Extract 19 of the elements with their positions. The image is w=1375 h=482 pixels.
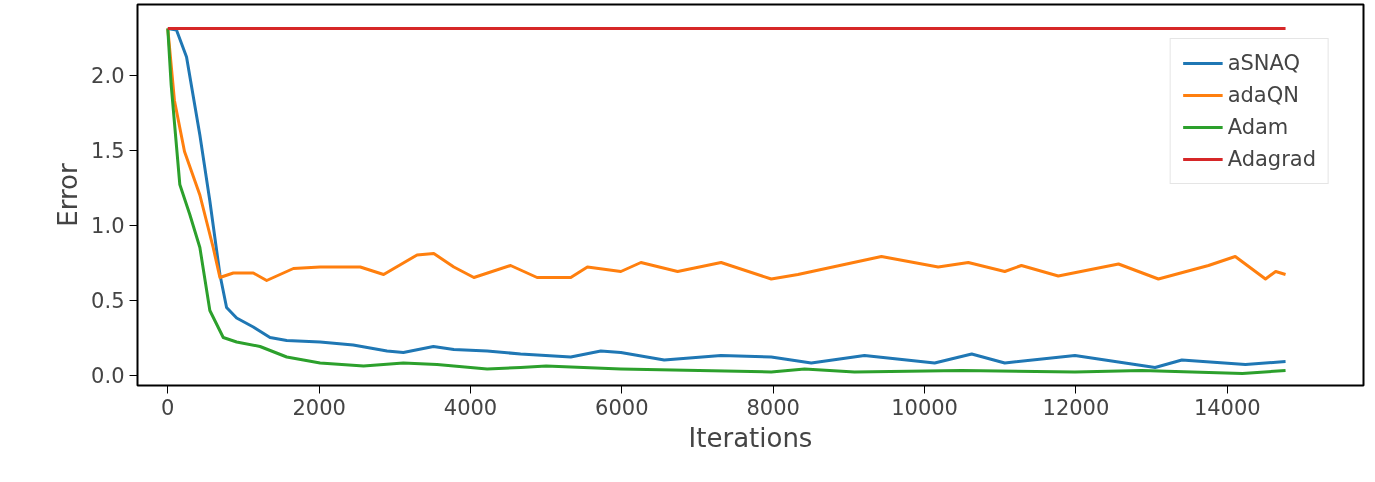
x-tick-label: 14000 <box>1193 395 1261 420</box>
legend-label: Adam <box>1227 115 1289 139</box>
legend-label: aSNAQ <box>1227 51 1301 75</box>
y-tick-label: 1.5 <box>91 139 125 163</box>
legend-label: Adagrad <box>1227 147 1316 171</box>
x-tick-label: 6000 <box>595 395 649 420</box>
y-tick-label: 2.0 <box>91 64 125 88</box>
x-tick-label: 2000 <box>292 395 346 420</box>
y-tick-label: 1.0 <box>91 214 125 238</box>
x-tick-label: 0 <box>161 395 175 420</box>
x-tick-label: 12000 <box>1042 395 1110 420</box>
x-axis-title: Iterations <box>688 422 813 453</box>
legend-label: adaQN <box>1227 83 1299 107</box>
x-tick-label: 10000 <box>891 395 958 420</box>
y-axis-title: Error <box>53 163 84 227</box>
y-tick-label: 0.0 <box>91 364 125 388</box>
x-tick-label: 4000 <box>443 395 498 420</box>
y-tick-label: 0.5 <box>91 289 125 313</box>
x-tick-label: 8000 <box>746 395 800 420</box>
